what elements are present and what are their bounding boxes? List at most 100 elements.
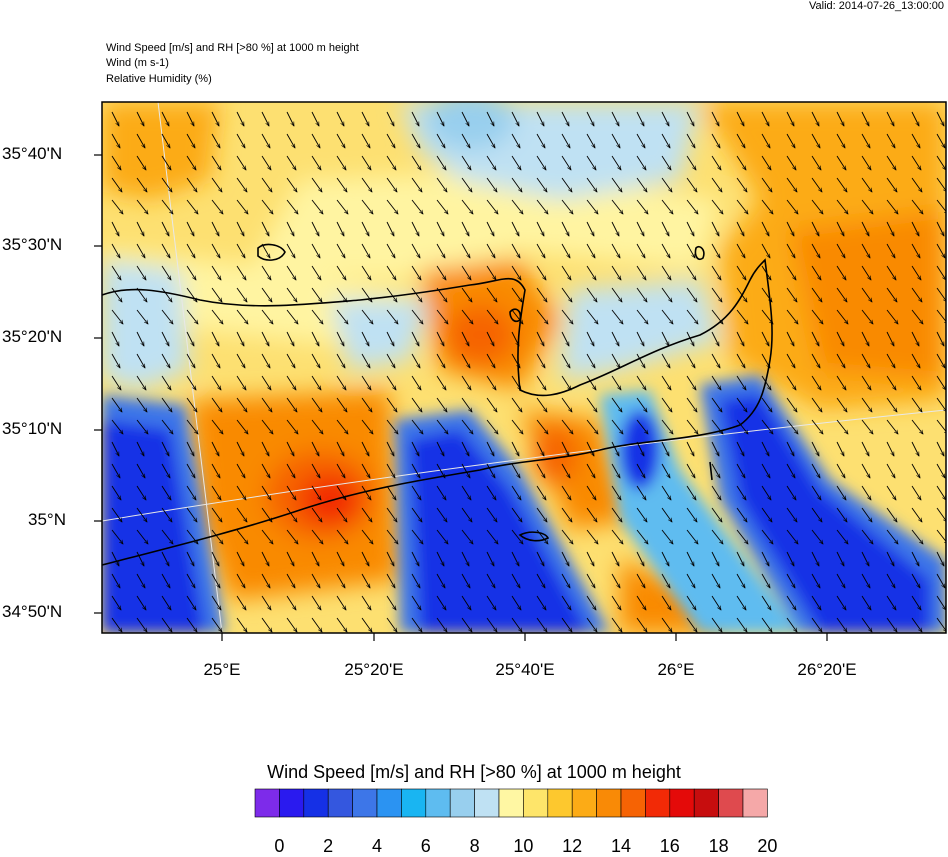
wind-arrow bbox=[861, 111, 870, 126]
wind-arrow bbox=[461, 331, 470, 346]
wind-arrow bbox=[386, 199, 398, 214]
wind-arrow bbox=[486, 353, 496, 368]
wind-arrow bbox=[911, 617, 922, 632]
wind-arrow bbox=[186, 595, 196, 610]
wind-arrow bbox=[661, 133, 671, 148]
wind-arrow bbox=[211, 463, 221, 478]
wind-arrow bbox=[936, 155, 946, 170]
wind-arrow bbox=[386, 111, 395, 126]
wind-arrow bbox=[536, 221, 545, 236]
wind-arrow bbox=[811, 177, 822, 192]
wind-arrow bbox=[111, 155, 121, 170]
wind-arrow bbox=[286, 551, 295, 566]
colorbar-swatch bbox=[449, 788, 475, 818]
wind-arrow bbox=[536, 617, 547, 632]
wind-arrow bbox=[486, 617, 497, 632]
wind-arrow bbox=[436, 221, 445, 236]
wind-arrow bbox=[236, 265, 246, 280]
wind-arrow bbox=[936, 353, 946, 368]
wind-arrow bbox=[811, 287, 822, 302]
colorbar-swatch bbox=[693, 788, 719, 818]
wind-arrow bbox=[761, 595, 771, 610]
wind-arrow bbox=[386, 243, 396, 258]
wind-arrow bbox=[236, 353, 246, 368]
wind-arrow bbox=[386, 331, 395, 346]
wind-arrow bbox=[111, 529, 123, 544]
wind-arrow bbox=[811, 155, 821, 170]
wind-arrow bbox=[186, 111, 195, 126]
wind-arrow bbox=[411, 551, 420, 566]
wind-arrow bbox=[111, 573, 121, 588]
wind-arrow bbox=[161, 375, 171, 390]
wind-arrow bbox=[786, 595, 796, 610]
header-wind: Wind (m s-1) bbox=[106, 57, 169, 69]
wind-arrow bbox=[311, 331, 320, 346]
wind-arrow bbox=[411, 221, 420, 236]
wind-arrow bbox=[686, 463, 696, 478]
wind-arrow bbox=[661, 199, 673, 214]
wind-arrow bbox=[111, 353, 121, 368]
wind-arrow bbox=[911, 133, 921, 148]
wind-arrow bbox=[161, 617, 172, 632]
wind-arrow bbox=[536, 551, 545, 566]
wind-arrow bbox=[461, 485, 471, 500]
wind-arrow bbox=[811, 243, 821, 258]
wind-arrow bbox=[286, 617, 297, 632]
wind-arrow bbox=[561, 221, 570, 236]
wind-arrow bbox=[311, 617, 322, 632]
wind-arrow bbox=[586, 573, 596, 588]
wind-arrow bbox=[761, 573, 771, 588]
wind-arrow bbox=[636, 463, 646, 478]
wind-arrow bbox=[811, 331, 820, 346]
wind-arrow bbox=[786, 441, 795, 456]
wind-arrow bbox=[436, 375, 446, 390]
wind-arrow bbox=[211, 551, 220, 566]
wind-arrow bbox=[386, 221, 395, 236]
wind-arrow bbox=[336, 199, 348, 214]
wind-arrow bbox=[686, 265, 696, 280]
wind-arrow bbox=[786, 419, 798, 434]
wind-arrow bbox=[786, 309, 798, 324]
wind-arrow bbox=[361, 573, 371, 588]
wind-arrow bbox=[211, 617, 222, 632]
colorbar-tick-label: 10 bbox=[513, 836, 534, 856]
wind-arrow bbox=[411, 243, 421, 258]
wind-arrow bbox=[461, 529, 473, 544]
lon-label: 25°40'E bbox=[495, 660, 555, 679]
wind-arrow bbox=[411, 441, 420, 456]
wind-arrow bbox=[886, 617, 897, 632]
wind-arrow bbox=[861, 441, 870, 456]
wind-arrow bbox=[336, 419, 348, 434]
wind-arrow bbox=[611, 529, 623, 544]
wind-arrow bbox=[911, 309, 923, 324]
wind-arrow bbox=[211, 529, 223, 544]
colorbar-swatch bbox=[718, 788, 744, 818]
colorbar-swatch bbox=[596, 788, 622, 818]
wind-arrow bbox=[611, 155, 621, 170]
wind-arrow bbox=[736, 463, 746, 478]
wind-arrow bbox=[736, 353, 746, 368]
lat-label: 35°40'N bbox=[2, 144, 63, 163]
wind-arrow bbox=[136, 419, 148, 434]
wind-arrow bbox=[611, 133, 621, 148]
wind-arrow bbox=[736, 617, 747, 632]
wind-arrow bbox=[236, 199, 248, 214]
wind-arrow bbox=[861, 507, 872, 522]
wind-arrow bbox=[161, 309, 173, 324]
wind-arrow bbox=[711, 133, 721, 148]
wind-arrow bbox=[786, 155, 796, 170]
wind-arrow bbox=[511, 287, 522, 302]
wind-arrow bbox=[136, 375, 146, 390]
wind-arrow bbox=[886, 243, 896, 258]
wind-arrow bbox=[686, 221, 695, 236]
wind-arrow bbox=[436, 177, 447, 192]
wind-arrow bbox=[661, 573, 671, 588]
wind-arrow bbox=[786, 397, 797, 412]
wind-arrow bbox=[761, 243, 771, 258]
wind-arrow bbox=[261, 463, 271, 478]
wind-arrow bbox=[686, 177, 697, 192]
wind-arrow bbox=[486, 111, 495, 126]
wind-arrow bbox=[686, 353, 696, 368]
wind-arrow bbox=[336, 529, 348, 544]
wind-arrow bbox=[561, 507, 572, 522]
